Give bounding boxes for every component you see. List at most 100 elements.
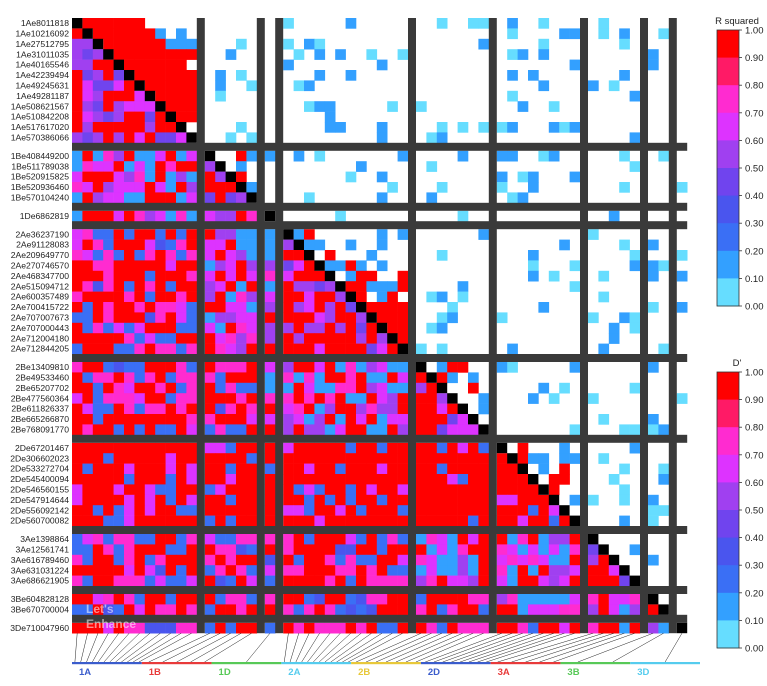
heatmap-cell	[144, 38, 156, 50]
heatmap-cell	[658, 463, 670, 475]
diagonal-cell	[387, 333, 398, 344]
heatmap-cell	[113, 505, 125, 516]
marker-connector	[433, 632, 513, 663]
heatmap-cell	[293, 594, 305, 605]
heatmap-cell	[397, 544, 409, 556]
heatmap-cell	[569, 534, 581, 545]
heatmap-cell	[225, 291, 237, 303]
heatmap-cell	[176, 515, 187, 527]
heatmap-cell	[538, 38, 550, 50]
marker-connector	[385, 632, 453, 663]
heatmap-cell	[598, 575, 610, 587]
heatmap-cell	[608, 604, 620, 616]
heatmap-cell	[507, 90, 518, 102]
heatmap-cell	[376, 302, 388, 313]
heatmap-cell	[478, 494, 490, 506]
heatmap-cell	[387, 312, 398, 324]
heatmap-cell	[246, 270, 258, 282]
heatmap-cell	[376, 424, 388, 436]
heatmap-cell	[559, 515, 570, 527]
heatmap-cell	[314, 382, 326, 394]
heatmap-cell	[517, 101, 529, 112]
heatmap-cell	[144, 494, 156, 506]
heatmap-cell	[113, 343, 125, 355]
legend-tick-label: 0.80	[745, 423, 764, 434]
heatmap-cell	[598, 622, 610, 634]
heatmap-cell	[176, 312, 187, 324]
heatmap-cell	[335, 312, 346, 324]
marker-label: 1Be408449200	[11, 151, 70, 161]
heatmap-cell	[457, 291, 469, 303]
heatmap-cell	[324, 372, 336, 384]
heatmap-cell	[186, 101, 198, 112]
heatmap-cell	[426, 132, 438, 144]
heatmap-cell	[176, 302, 187, 313]
heatmap-cell	[569, 594, 581, 605]
heatmap-cell	[397, 594, 409, 605]
heatmap-cell	[478, 442, 490, 454]
heatmap-cell	[478, 403, 490, 415]
heatmap-cell	[496, 622, 508, 634]
heatmap-cell	[436, 182, 448, 193]
heatmap-cell	[103, 544, 114, 556]
heatmap-cell	[619, 494, 630, 506]
heatmap-cell	[246, 322, 258, 334]
heatmap-cell	[283, 291, 294, 303]
heatmap-cell	[186, 49, 198, 60]
heatmap-cell	[426, 322, 438, 334]
heatmap-cell	[204, 260, 216, 272]
heatmap-cell	[103, 393, 114, 404]
heatmap-cell	[436, 554, 448, 566]
heatmap-cell	[648, 494, 659, 506]
heatmap-cell	[113, 171, 125, 183]
heatmap-cell	[236, 554, 247, 566]
heatmap-cell	[72, 192, 83, 204]
heatmap-cell	[82, 161, 94, 172]
heatmap-cell	[416, 505, 427, 516]
heatmap-cell	[82, 281, 94, 292]
heatmap-cell	[82, 101, 94, 112]
heatmap-cell	[144, 322, 156, 334]
heatmap-cell	[324, 362, 336, 373]
heatmap-cell	[314, 333, 326, 344]
heatmap-cell	[165, 239, 177, 251]
heatmap-cell	[619, 150, 630, 162]
heatmap-cell	[103, 210, 114, 222]
heatmap-cell	[246, 312, 258, 324]
heatmap-cell	[124, 132, 135, 144]
heatmap-cell	[658, 474, 670, 485]
heatmap-cell	[92, 260, 104, 272]
marker-connector	[162, 632, 221, 663]
heatmap-cell	[204, 250, 216, 261]
heatmap-cell	[246, 453, 258, 464]
heatmap-cell	[387, 414, 398, 425]
heatmap-cell	[658, 343, 670, 355]
heatmap-cell	[457, 122, 469, 133]
heatmap-cell	[517, 494, 529, 506]
heatmap-cell	[264, 333, 276, 344]
heatmap-cell	[144, 101, 156, 112]
heatmap-cell	[72, 604, 83, 616]
heatmap-cell	[528, 622, 539, 634]
heatmap-cell	[528, 250, 539, 261]
heatmap-cell	[176, 604, 187, 616]
diagonal-cell	[468, 414, 479, 425]
heatmap-cell	[528, 393, 539, 404]
heatmap-cell	[517, 442, 529, 454]
heatmap-cell	[397, 312, 409, 324]
diagonal-cell	[676, 622, 688, 634]
heatmap-cell	[629, 382, 641, 394]
heatmap-cell	[113, 302, 125, 313]
diagonal-cell	[215, 161, 226, 172]
heatmap-cell	[144, 333, 156, 344]
marker-connector	[330, 632, 372, 663]
chromosome-label: 3B	[567, 667, 579, 678]
heatmap-cell	[366, 250, 378, 261]
heatmap-cell	[215, 322, 226, 334]
heatmap-cell	[92, 333, 104, 344]
heatmap-cell	[517, 505, 529, 516]
heatmap-cell	[496, 463, 508, 475]
heatmap-cell	[387, 484, 398, 496]
heatmap-cell	[283, 463, 294, 475]
diagonal-cell	[559, 505, 570, 516]
